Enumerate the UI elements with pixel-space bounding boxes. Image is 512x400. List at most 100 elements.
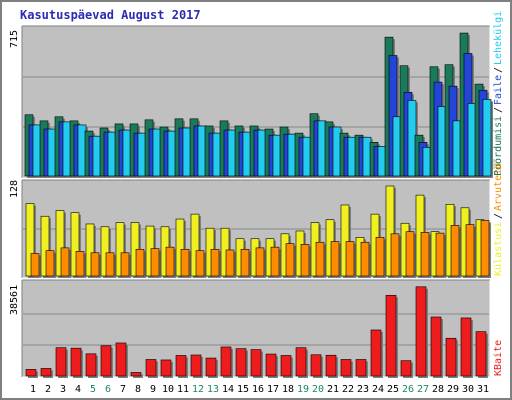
middle-bar-hosts-31 (480, 220, 490, 277)
x-tick-label-14: 14 (222, 384, 234, 395)
bottom-bar-kbytes-22 (340, 359, 352, 377)
bottom-bar-kbytes-4 (70, 347, 82, 377)
x-tick-label-10: 10 (162, 384, 174, 395)
middle-bar-hosts-2 (45, 250, 55, 277)
bottom-bar-kbytes-3 (55, 347, 67, 377)
x-tick-label-28: 28 (432, 384, 444, 395)
x-tick-label-20: 20 (312, 384, 324, 395)
bottom-bar-kbytes-12 (190, 354, 202, 377)
x-tick-label-2: 2 (45, 384, 51, 395)
bottom-bar-kbytes-8 (130, 372, 142, 377)
bottom-bar-kbytes-20 (310, 354, 322, 377)
bottom-bar-kbytes-10 (160, 359, 172, 377)
x-tick-label-11: 11 (177, 384, 189, 395)
x-tick-label-8: 8 (135, 384, 141, 395)
bottom-bar-kbytes-31 (475, 331, 487, 377)
middle-bar-hosts-7 (120, 252, 130, 277)
middle-bar-hosts-8 (135, 248, 145, 277)
middle-bar-hosts-12 (195, 250, 205, 277)
bottom-bar-kbytes-17 (265, 353, 277, 377)
bottom-bar-kbytes-27 (415, 286, 427, 377)
middle-bar-hosts-29 (450, 225, 460, 277)
bottom-bar-kbytes-21 (325, 354, 337, 377)
bottom-bar-kbytes-15 (235, 348, 247, 377)
bottom-bar-kbytes-2 (40, 368, 52, 377)
middle-bar-hosts-10 (165, 246, 175, 277)
middle-bar-hosts-16 (255, 247, 265, 277)
x-tick-label-26: 26 (402, 384, 414, 395)
middle-bar-visits-5 (85, 223, 95, 277)
chart-title: Kasutuspäevad August 2017 (20, 8, 201, 22)
bottom-bar-kbytes-9 (145, 359, 157, 377)
middle-bar-hosts-28 (435, 232, 445, 277)
x-tick-label-23: 23 (357, 384, 369, 395)
x-tick-label-7: 7 (120, 384, 126, 395)
x-tick-label-17: 17 (267, 384, 279, 395)
middle-bar-hosts-9 (150, 248, 160, 277)
bottom-bar-kbytes-18 (280, 355, 292, 377)
middle-bar-visits-11 (175, 218, 185, 277)
middle-bar-hosts-11 (180, 248, 190, 277)
middle-bar-hosts-13 (210, 248, 220, 277)
middle-bar-hosts-23 (360, 241, 370, 277)
middle-bar-hosts-27 (420, 232, 430, 277)
middle-bar-hosts-30 (465, 224, 475, 277)
bottom-bar-kbytes-13 (205, 357, 217, 377)
middle-bar-hosts-1 (30, 253, 40, 277)
x-tick-label-25: 25 (387, 384, 399, 395)
bottom-bar-kbytes-30 (460, 317, 472, 377)
top-bar-pages-31 (482, 99, 492, 177)
x-tick-label-16: 16 (252, 384, 264, 395)
x-tick-label-5: 5 (90, 384, 96, 395)
x-tick-label-31: 31 (477, 384, 489, 395)
middle-bar-hosts-17 (270, 246, 280, 277)
middle-bar-visits-4 (70, 212, 80, 277)
middle-bar-visits-7 (115, 222, 125, 277)
bottom-bar-kbytes-7 (115, 342, 127, 377)
bottom-bar-kbytes-28 (430, 316, 442, 377)
middle-bar-visits-12 (190, 213, 200, 277)
bottom-bar-kbytes-11 (175, 355, 187, 377)
middle-bar-hosts-4 (75, 251, 85, 277)
middle-bar-hosts-24 (375, 237, 385, 277)
middle-bar-hosts-20 (315, 241, 325, 277)
middle-bar-hosts-18 (285, 243, 295, 277)
middle-bar-visits-25 (385, 185, 395, 277)
middle-bar-visits-3 (55, 210, 65, 277)
bottom-bar-kbytes-29 (445, 337, 457, 377)
middle-bar-hosts-15 (240, 248, 250, 277)
x-tick-label-9: 9 (150, 384, 156, 395)
middle-bar-hosts-19 (300, 244, 310, 277)
bottom-bar-kbytes-6 (100, 345, 112, 377)
bottom-bar-kbytes-25 (385, 294, 397, 377)
x-tick-label-27: 27 (417, 384, 429, 395)
x-tick-label-6: 6 (105, 384, 111, 395)
middle-bar-hosts-21 (330, 241, 340, 277)
middle-bar-hosts-14 (225, 249, 235, 277)
x-tick-label-30: 30 (462, 384, 474, 395)
bottom-bar-kbytes-26 (400, 360, 412, 377)
middle-bar-visits-22 (340, 204, 350, 277)
bottom-bar-kbytes-5 (85, 353, 97, 377)
middle-bar-hosts-3 (60, 247, 70, 277)
middle-bar-hosts-25 (390, 233, 400, 277)
middle-bar-hosts-6 (105, 252, 115, 277)
x-tick-label-4: 4 (75, 384, 81, 395)
x-tick-label-24: 24 (372, 384, 384, 395)
bottom-bar-kbytes-23 (355, 359, 367, 377)
x-tick-label-21: 21 (327, 384, 339, 395)
bottom-bar-kbytes-24 (370, 329, 382, 377)
bottom-bar-kbytes-14 (220, 346, 232, 377)
middle-bar-hosts-26 (405, 231, 415, 277)
x-tick-label-19: 19 (297, 384, 309, 395)
x-tick-label-29: 29 (447, 384, 459, 395)
x-tick-label-13: 13 (207, 384, 219, 395)
bottom-bar-kbytes-16 (250, 349, 262, 377)
middle-bar-visits-6 (100, 226, 110, 277)
middle-bar-hosts-5 (90, 252, 100, 277)
bottom-bar-kbytes-19 (295, 347, 307, 377)
